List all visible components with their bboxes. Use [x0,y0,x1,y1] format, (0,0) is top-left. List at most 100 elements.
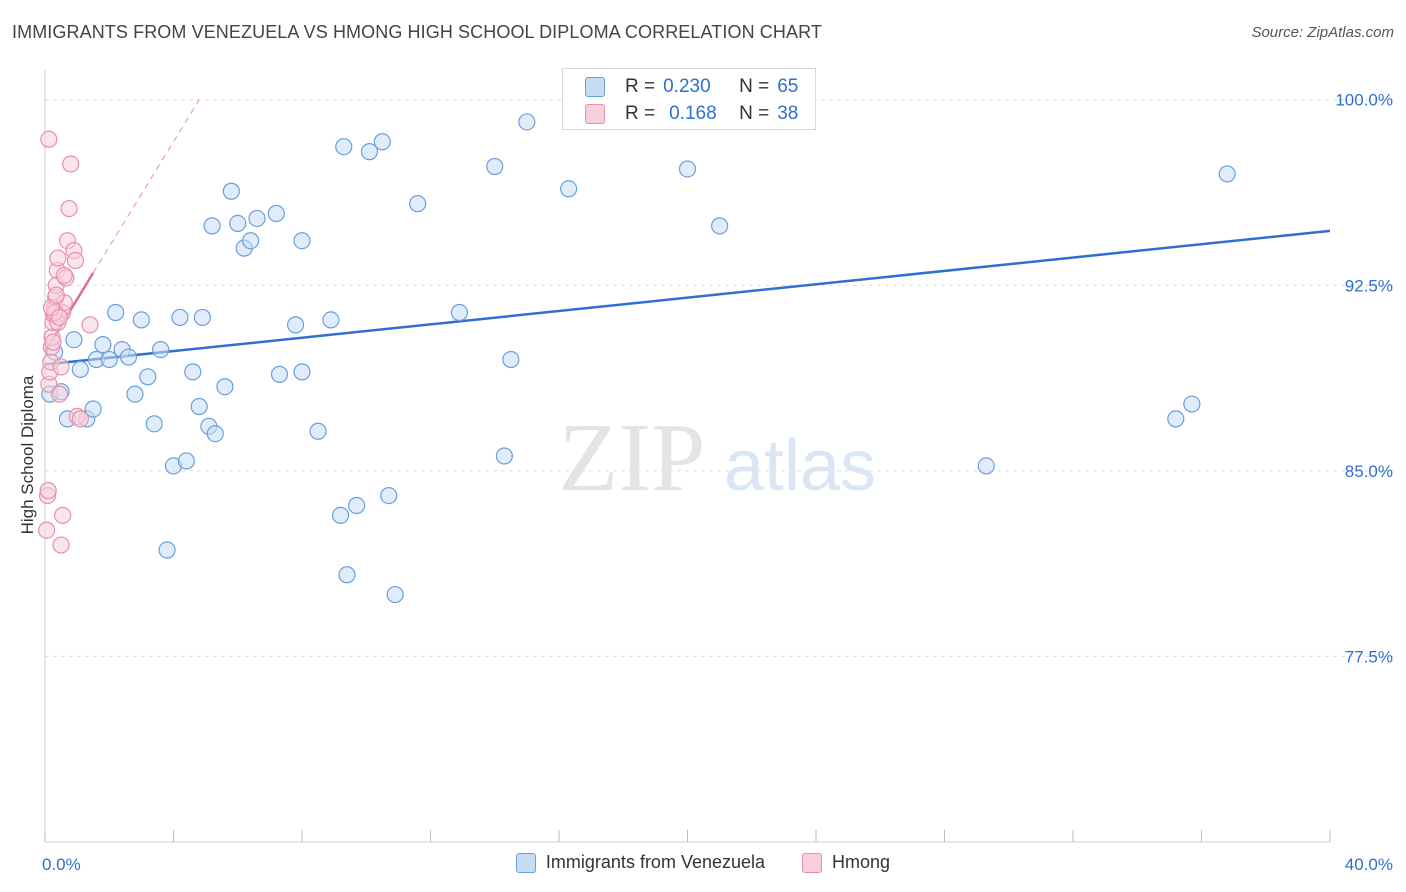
n-value: 65 [777,76,799,97]
point-hmong [50,308,69,327]
y-axis-label: High School Diploma [18,375,37,535]
legend-label: Immigrants from Venezuela [545,852,766,872]
tick-labels: 77.5% 85.0% 92.5% 100.0% 0.0% 40.0% [42,91,1393,874]
point-venezuela [373,133,391,151]
point-venezuela [293,363,311,381]
point-venezuela [322,311,340,329]
point-venezuela [206,425,224,443]
stats-row-hmong: R = 0.168 N = 38 [585,103,798,125]
point-venezuela [450,303,469,322]
watermark-zip: ZIP [559,404,706,512]
trend-lines [43,99,1331,366]
n-value: 38 [777,103,799,124]
point-venezuela [222,182,240,200]
data-points [38,88,1236,604]
point-venezuela [267,204,285,223]
point-venezuela [242,232,260,250]
point-hmong [47,286,65,304]
trend-line-hmong-extension [92,99,200,274]
legend-label: Hmong [832,852,891,872]
point-venezuela [1183,395,1201,413]
point-hmong [55,266,73,284]
point-hmong [62,155,80,173]
point-venezuela [248,209,266,228]
swatch-blue-icon [585,77,605,97]
point-venezuela [711,217,729,235]
stats-row-venezuela: R = 0.230 N = 65 [585,76,798,98]
point-hmong [52,358,70,376]
trend-line-venezuela [44,229,1331,366]
watermark: ZIP atlas [559,404,877,512]
point-hmong [40,130,58,148]
point-venezuela [132,311,150,329]
point-venezuela [1167,410,1185,428]
stats-legend: R = 0.230 N = 65 R = 0.168 N = 38 [562,68,816,130]
point-venezuela [293,232,311,250]
point-venezuela [158,541,176,559]
point-venezuela [409,195,427,213]
point-venezuela [486,157,504,176]
y-tick-label: 100.0% [1335,91,1393,110]
swatch-pink-icon [585,104,605,124]
point-venezuela [71,360,89,378]
point-venezuela [145,415,163,433]
point-hmong [66,251,85,270]
point-venezuela [380,486,398,505]
point-venezuela [335,138,353,156]
point-hmong [81,316,99,334]
point-venezuela [190,397,208,416]
point-hmong [60,199,78,218]
point-venezuela [203,217,221,235]
point-venezuela [152,341,170,359]
point-venezuela [184,363,202,381]
point-venezuela [177,452,195,470]
y-tick-label: 92.5% [1345,276,1393,295]
point-venezuela [502,350,520,369]
point-venezuela [286,316,305,334]
y-tick-label: 85.0% [1345,462,1393,481]
n-label: N = [739,103,770,124]
r-value: 0.230 [663,76,711,97]
point-venezuela [65,331,83,349]
point-hmong [52,536,70,554]
point-venezuela [94,336,112,354]
x-tick-label: 0.0% [42,855,81,874]
r-label: R = [625,103,656,124]
point-venezuela [126,385,144,403]
point-venezuela [518,113,536,131]
point-venezuela [193,308,212,327]
point-venezuela [309,422,327,440]
point-venezuela [331,506,350,524]
point-hmong [39,482,57,500]
x-tick-label: 40.0% [1345,855,1393,874]
point-venezuela [216,378,234,396]
axes [44,70,1331,843]
point-venezuela [229,214,247,233]
point-venezuela [119,348,138,366]
point-hmong [38,521,56,539]
grid-lines [45,99,1395,657]
point-venezuela [1218,165,1236,183]
point-venezuela [348,496,366,515]
legend-item-hmong[interactable]: Hmong [802,852,890,873]
point-venezuela [560,180,578,198]
point-venezuela [495,447,513,465]
legend-swatch-blue-icon [515,852,536,873]
point-venezuela [270,365,289,383]
r-label: R = [625,76,656,97]
point-hmong [49,249,67,267]
source-label: Source: ZipAtlas.com [1251,24,1394,41]
point-venezuela [107,303,125,322]
y-tick-label: 77.5% [1345,647,1393,666]
watermark-atlas: atlas [724,426,876,506]
legend-item-venezuela[interactable]: Immigrants from Venezuela [515,852,766,873]
point-hmong [50,385,69,403]
r-value: 0.168 [669,103,717,124]
point-hmong [54,506,72,524]
point-venezuela [84,400,102,418]
bottom-legend: Immigrants from Venezuela Hmong [0,852,1406,878]
point-venezuela [171,308,189,327]
point-venezuela [100,350,118,369]
chart-title: IMMIGRANTS FROM VENEZUELA VS HMONG HIGH … [12,22,822,42]
